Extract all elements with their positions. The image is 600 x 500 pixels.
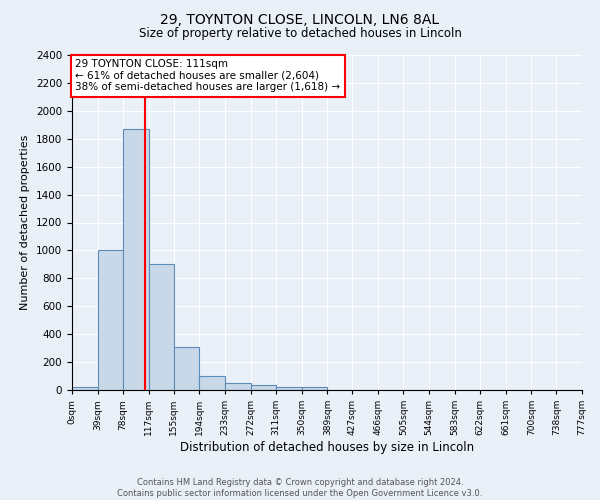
Bar	[276, 386, 302, 390]
Text: 29 TOYNTON CLOSE: 111sqm
← 61% of detached houses are smaller (2,604)
38% of sem: 29 TOYNTON CLOSE: 111sqm ← 61% of detach…	[75, 59, 340, 92]
Bar	[123, 129, 149, 390]
Bar	[251, 385, 276, 390]
Bar	[149, 264, 175, 390]
Bar	[302, 387, 328, 390]
Bar	[72, 387, 98, 390]
Text: 29, TOYNTON CLOSE, LINCOLN, LN6 8AL: 29, TOYNTON CLOSE, LINCOLN, LN6 8AL	[160, 12, 440, 26]
Text: Size of property relative to detached houses in Lincoln: Size of property relative to detached ho…	[139, 28, 461, 40]
Bar	[199, 376, 225, 390]
Text: Contains HM Land Registry data © Crown copyright and database right 2024.
Contai: Contains HM Land Registry data © Crown c…	[118, 478, 482, 498]
Bar	[225, 384, 251, 390]
Bar	[174, 346, 199, 390]
Y-axis label: Number of detached properties: Number of detached properties	[20, 135, 31, 310]
X-axis label: Distribution of detached houses by size in Lincoln: Distribution of detached houses by size …	[180, 441, 474, 454]
Bar	[98, 250, 123, 390]
